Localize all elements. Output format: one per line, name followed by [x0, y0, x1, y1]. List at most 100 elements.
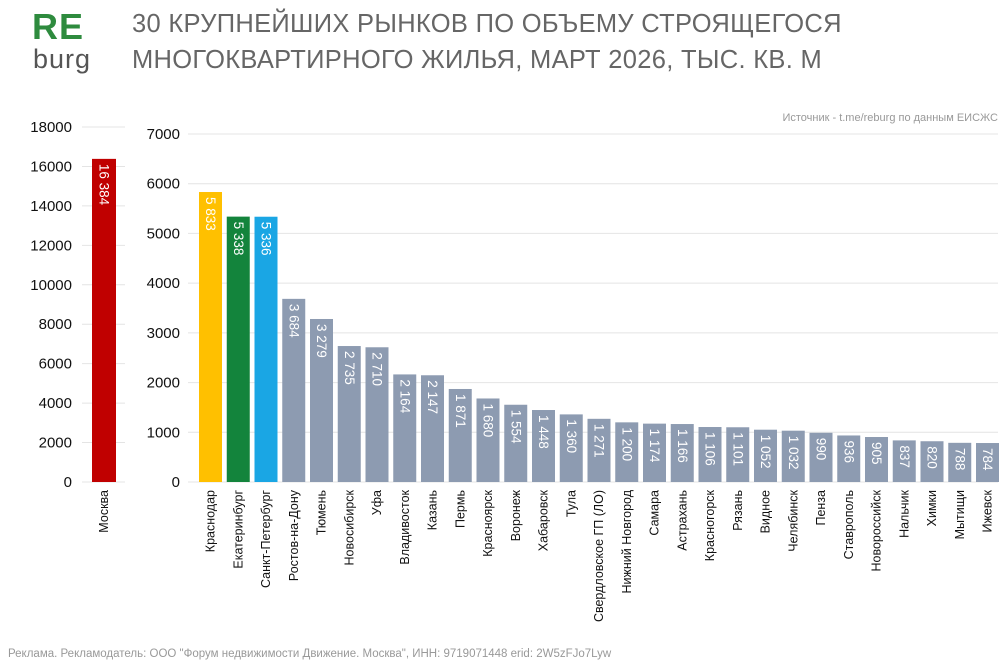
bar — [199, 192, 222, 482]
bar-value-label: 1 032 — [786, 436, 801, 470]
x-category-label: Астрахань — [675, 490, 689, 551]
bar — [226, 216, 250, 483]
bar — [559, 414, 583, 482]
x-category-label: Новороссийск — [870, 489, 884, 571]
bar — [809, 432, 833, 482]
bar — [726, 427, 750, 482]
x-category-label: Ставрополь — [842, 490, 856, 559]
y-tick-label: 18000 — [30, 119, 72, 136]
bar-value-label: 2 164 — [397, 379, 412, 413]
bar — [365, 347, 389, 482]
x-category-label: Москва — [97, 490, 111, 533]
x-category-label: Новосибирск — [342, 489, 356, 565]
x-category-label: Тюмень — [315, 490, 329, 535]
bar-value-label: 1 271 — [592, 424, 607, 458]
x-category-label: Красногорск — [703, 489, 717, 561]
chart-title-line-1: 30 КРУПНЕЙШИХ РЫНКОВ ПО ОБЪЕМУ СТРОЯЩЕГО… — [132, 10, 842, 38]
bar-value-label: 3 279 — [314, 324, 329, 358]
bar — [976, 443, 999, 482]
bar — [282, 298, 306, 482]
bar — [781, 430, 805, 482]
x-category-label: Нальчик — [897, 489, 911, 537]
bar — [337, 346, 361, 482]
bar — [310, 318, 333, 482]
ad-disclaimer: Реклама. Рекламодатель: ООО "Форум недви… — [8, 648, 612, 660]
x-category-label: Пенза — [814, 490, 828, 526]
bar — [837, 435, 861, 482]
bar-value-label: 5 833 — [203, 197, 218, 231]
y-tick-label: 1000 — [147, 424, 180, 441]
bar-value-label: 5 338 — [231, 222, 246, 256]
bar — [948, 442, 972, 482]
x-category-label: Санкт-Петербург — [259, 490, 273, 588]
bar-value-label: 820 — [925, 446, 940, 469]
y-tick-label: 12000 — [30, 237, 72, 254]
bar — [92, 158, 116, 483]
bar-value-label: 5 336 — [259, 222, 274, 256]
bar — [448, 388, 472, 482]
y-tick-label: 10000 — [30, 277, 72, 294]
bar-value-label: 905 — [869, 442, 884, 465]
y-tick-label: 5000 — [147, 225, 180, 242]
bar — [504, 404, 528, 482]
bar-value-label: 1 554 — [508, 410, 523, 444]
y-tick-label: 3000 — [147, 325, 180, 342]
bar — [865, 437, 888, 482]
y-tick-label: 4000 — [39, 395, 72, 412]
bar-value-label: 1 680 — [481, 403, 496, 437]
bar — [393, 374, 417, 482]
bar-value-label: 1 871 — [453, 394, 468, 428]
x-category-label: Ижевск — [981, 489, 995, 532]
x-category-label: Видное — [759, 490, 773, 533]
source-note: Источник - t.me/reburg по данным ЕИСЖС — [782, 112, 998, 124]
y-tick-label: 2000 — [39, 435, 72, 452]
y-tick-label: 7000 — [147, 126, 180, 143]
x-category-label: Казань — [426, 490, 440, 530]
bar — [920, 441, 944, 482]
x-category-label: Самара — [648, 490, 662, 536]
bar-value-label: 936 — [841, 440, 856, 463]
x-category-label: Екатеринбург — [231, 490, 245, 569]
x-category-label: Свердловское ГП (ЛО) — [592, 490, 606, 622]
x-category-label: Рязань — [731, 490, 745, 531]
bar — [615, 422, 639, 482]
x-category-label: Химки — [925, 490, 939, 526]
y-tick-label: 4000 — [147, 275, 180, 292]
y-tick-label: 8000 — [39, 316, 72, 333]
bar — [754, 429, 777, 482]
x-category-label: Челябинск — [786, 489, 800, 551]
x-category-label: Краснодар — [204, 490, 218, 552]
logo-re: RE — [32, 6, 85, 47]
bar — [670, 424, 694, 482]
chart-title: 30 КРУПНЕЙШИХ РЫНКОВ ПО ОБЪЕМУ СТРОЯЩЕГО… — [132, 6, 992, 78]
bar — [254, 216, 278, 482]
chart-title-line-2: МНОГОКВАРТИРНОГО ЖИЛЬЯ, МАРТ 2026, ТЫС. … — [132, 46, 823, 74]
x-category-label: Ростов-на-Дону — [287, 489, 301, 581]
bar-value-label: 837 — [897, 445, 912, 468]
y-tick-label: 2000 — [147, 375, 180, 392]
bar-value-label: 1 101 — [730, 432, 745, 466]
bar — [892, 440, 916, 482]
bar-value-label: 990 — [814, 438, 829, 461]
x-category-label: Тула — [564, 490, 578, 517]
bar — [698, 427, 722, 482]
bar-value-label: 788 — [952, 448, 967, 471]
bar-value-label: 784 — [980, 448, 995, 471]
reburg-logo: RE burg — [32, 6, 96, 76]
bar-value-label: 3 684 — [286, 304, 301, 338]
bar-value-label: 16 384 — [97, 164, 112, 206]
bar — [532, 410, 555, 482]
y-tick-label: 0 — [172, 474, 180, 491]
y-tick-label: 14000 — [30, 198, 72, 215]
y-tick-label: 6000 — [39, 356, 72, 373]
x-category-label: Пермь — [453, 490, 467, 528]
bar-value-label: 2 147 — [425, 380, 440, 414]
bar-value-label: 1 448 — [536, 415, 551, 449]
bar-value-label: 1 106 — [703, 432, 718, 466]
x-category-label: Красноярск — [481, 489, 495, 556]
x-category-label: Нижний Новгород — [620, 489, 634, 593]
y-tick-label: 6000 — [147, 176, 180, 193]
bar-value-label: 1 174 — [647, 429, 662, 463]
bar-value-label: 2 735 — [342, 351, 357, 385]
